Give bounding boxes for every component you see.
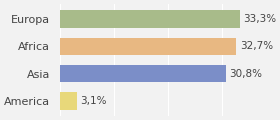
Text: 33,3%: 33,3% <box>243 14 276 24</box>
Bar <box>60 92 77 110</box>
Bar <box>60 38 236 55</box>
Text: 32,7%: 32,7% <box>240 41 273 51</box>
Text: 30,8%: 30,8% <box>229 69 262 79</box>
Bar <box>60 10 240 28</box>
Text: 3,1%: 3,1% <box>80 96 106 106</box>
Bar <box>60 65 226 82</box>
